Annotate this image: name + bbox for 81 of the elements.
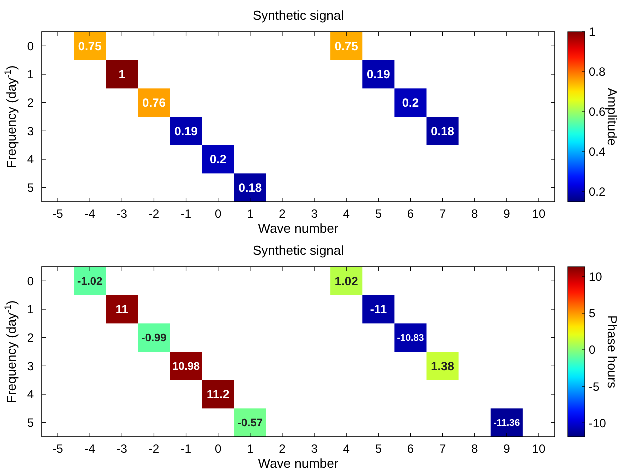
y-tick-label: 5 <box>27 416 34 430</box>
data-label: 11 <box>116 302 129 317</box>
x-tick-label: -3 <box>116 442 128 456</box>
x-tick-label: 9 <box>504 207 511 221</box>
x-tick-label: -5 <box>52 442 64 456</box>
data-label: 1.02 <box>334 274 359 288</box>
data-label: 1.38 <box>431 359 455 374</box>
y-tick-label: 5 <box>27 181 34 196</box>
data-label: 11.2 <box>206 388 230 402</box>
data-label: -10.83 <box>397 333 424 344</box>
data-label: 0.19 <box>174 124 198 138</box>
x-axis-title: Wave number <box>258 456 340 471</box>
x-tick-label: -5 <box>52 207 64 221</box>
data-label: 1 <box>118 68 126 82</box>
chart-title: Synthetic signal <box>252 243 344 258</box>
y-tick-label: 1 <box>27 302 34 317</box>
color-bar-title: Amplitude <box>605 88 620 146</box>
data-label: -0.57 <box>238 418 263 430</box>
color-bar-label: 0.2 <box>589 185 606 200</box>
x-tick-label: -3 <box>116 207 128 221</box>
color-bar-label: 10 <box>589 270 603 284</box>
x-tick-label: 2 <box>279 442 286 456</box>
x-tick-label: -1 <box>180 207 192 221</box>
data-label: 0.75 <box>78 39 102 54</box>
color-bar-label: 1 <box>589 25 596 40</box>
y-tick-label: 2 <box>27 331 34 346</box>
chart-title: Synthetic signal <box>252 8 344 23</box>
y-tick-label: 4 <box>27 388 34 402</box>
x-tick-label: -4 <box>84 442 96 456</box>
x-tick-label: 1 <box>247 207 254 221</box>
x-tick-label: 9 <box>504 442 511 456</box>
y-tick-label: 3 <box>27 359 34 374</box>
x-tick-label: -1 <box>180 442 192 456</box>
data-label: 0.75 <box>334 39 359 54</box>
x-tick-label: 0 <box>215 442 222 456</box>
y-tick-label: 0 <box>27 274 34 288</box>
x-tick-label: 5 <box>375 442 382 456</box>
x-tick-label: 7 <box>439 207 446 221</box>
data-label: 0.76 <box>142 96 166 110</box>
x-tick-label: 6 <box>407 442 414 456</box>
x-tick-label: 7 <box>439 442 446 456</box>
x-tick-label: 0 <box>215 207 222 221</box>
x-tick-label: 8 <box>472 442 478 456</box>
color-bar-label: 0.4 <box>589 145 606 160</box>
data-label: 0.2 <box>402 96 420 110</box>
color-bar-title: Phase hours <box>605 316 620 389</box>
x-tick-label: 8 <box>472 207 478 221</box>
x-tick-label: 4 <box>343 442 350 456</box>
y-tick-label: 4 <box>27 152 34 167</box>
x-tick-label: 1 <box>247 442 254 456</box>
x-tick-label: 2 <box>279 207 286 221</box>
x-tick-label: -4 <box>84 207 96 221</box>
y-tick-label: 3 <box>27 124 34 138</box>
data-label: 0.2 <box>210 152 228 167</box>
x-tick-label: 10 <box>532 207 546 221</box>
color-bar-label: 0.8 <box>589 65 606 80</box>
color-bar-label: 0 <box>589 343 596 358</box>
x-tick-label: -2 <box>148 207 160 221</box>
data-label: 10.98 <box>172 361 200 374</box>
x-tick-label: 4 <box>343 207 350 221</box>
data-label: 0.18 <box>431 124 455 138</box>
color-bar-label: -5 <box>589 380 600 394</box>
color-bar-label: -10 <box>589 416 607 430</box>
data-label: -1.02 <box>78 276 103 288</box>
x-tick-label: 5 <box>375 207 382 221</box>
color-bar-label: 0.6 <box>589 105 606 120</box>
x-tick-label: -2 <box>148 442 160 456</box>
data-label: 0.18 <box>238 181 262 196</box>
x-tick-label: 3 <box>311 207 318 221</box>
y-tick-label: 1 <box>27 68 34 82</box>
data-label: 0.19 <box>366 68 391 82</box>
data-label: -0.99 <box>142 332 167 345</box>
x-tick-label: 6 <box>407 207 414 221</box>
x-axis-title: Wave number <box>258 221 340 236</box>
data-label: -11 <box>370 302 388 317</box>
y-tick-label: 0 <box>27 39 34 54</box>
color-bar-label: 5 <box>589 306 596 321</box>
x-tick-label: 3 <box>311 442 318 456</box>
y-tick-label: 2 <box>27 96 34 110</box>
x-tick-label: 10 <box>532 442 546 456</box>
data-label: -11.36 <box>494 418 520 430</box>
